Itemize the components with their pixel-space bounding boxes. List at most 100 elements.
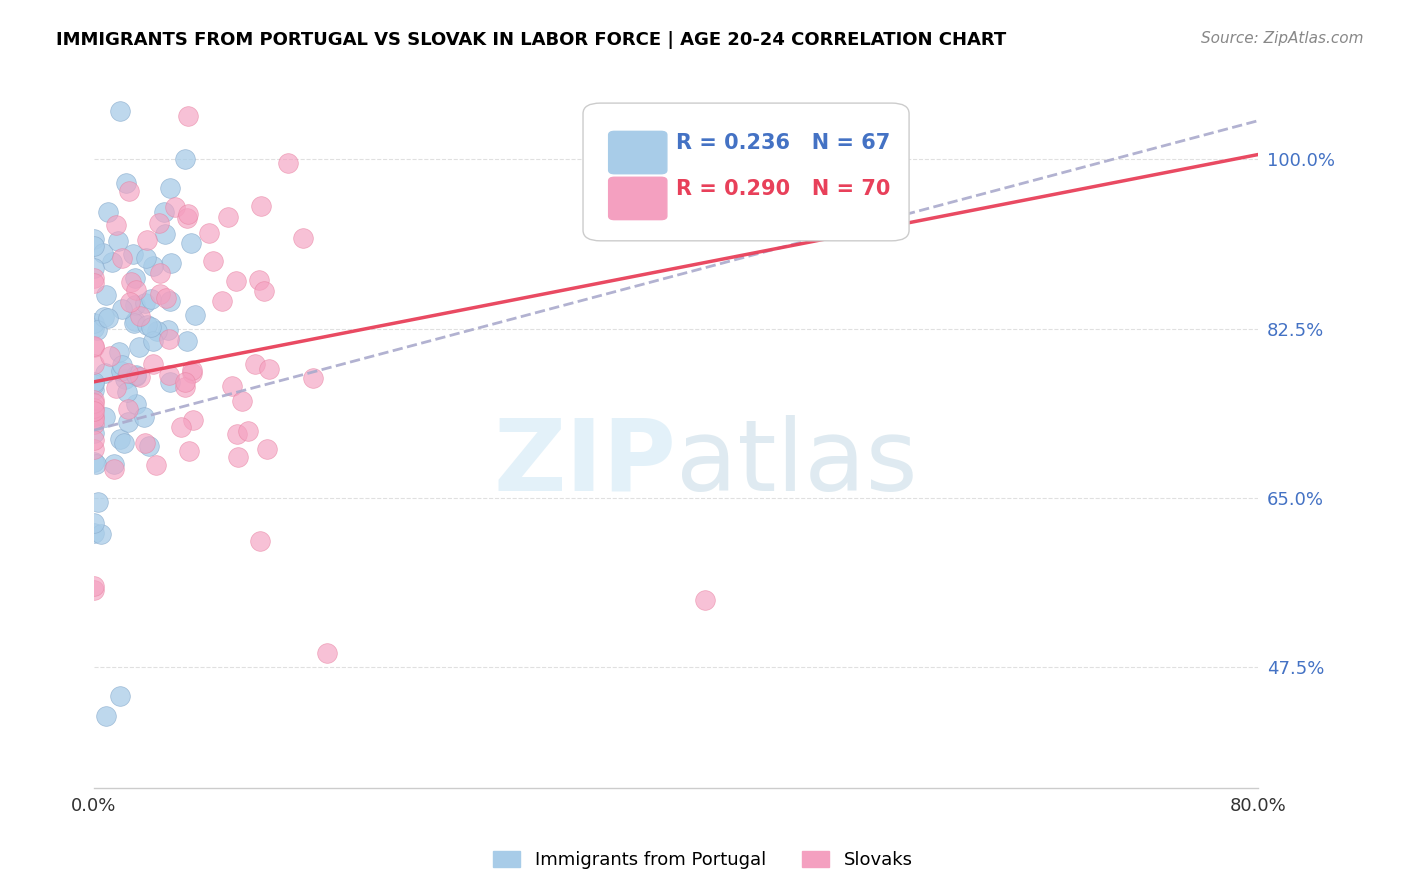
Point xyxy=(142,260,165,274)
Point xyxy=(93,366,115,380)
Point xyxy=(122,316,145,330)
Point xyxy=(202,254,225,268)
Point xyxy=(183,308,205,322)
Point xyxy=(83,579,105,593)
Point xyxy=(173,376,195,390)
Point xyxy=(173,380,195,394)
Point xyxy=(211,294,233,309)
Point xyxy=(83,583,105,598)
Point xyxy=(107,234,129,248)
Point xyxy=(153,227,176,242)
Point xyxy=(226,450,249,464)
Point xyxy=(83,417,105,431)
Point xyxy=(134,296,156,310)
Point xyxy=(98,349,121,363)
Point xyxy=(177,207,200,221)
Point xyxy=(139,292,162,306)
Point xyxy=(157,368,180,382)
Point xyxy=(226,426,249,441)
Point xyxy=(225,274,247,288)
Point xyxy=(180,235,202,250)
Point xyxy=(142,334,165,349)
Text: R = 0.236   N = 67: R = 0.236 N = 67 xyxy=(676,133,890,153)
Point xyxy=(83,232,105,246)
Point xyxy=(180,363,202,377)
Point xyxy=(121,246,143,260)
Point xyxy=(124,314,146,328)
Point xyxy=(134,436,156,450)
Point xyxy=(108,432,131,446)
Point xyxy=(120,275,142,289)
Point xyxy=(145,458,167,472)
FancyBboxPatch shape xyxy=(583,103,910,241)
Point xyxy=(94,287,117,301)
Point xyxy=(84,457,107,471)
Point xyxy=(159,375,181,389)
Point xyxy=(83,340,105,354)
Point xyxy=(83,276,105,290)
Point xyxy=(103,457,125,471)
Point xyxy=(83,409,105,424)
Point xyxy=(176,211,198,226)
Point xyxy=(83,261,105,276)
Point xyxy=(142,357,165,371)
Point xyxy=(198,226,221,240)
Text: atlas: atlas xyxy=(676,415,918,512)
Point xyxy=(83,396,105,410)
Point xyxy=(181,413,204,427)
Point xyxy=(157,332,180,346)
Point xyxy=(159,256,181,270)
Point xyxy=(136,318,159,332)
Point xyxy=(83,316,105,330)
Point xyxy=(83,442,105,456)
Point xyxy=(155,291,177,305)
Point xyxy=(695,592,717,607)
Point xyxy=(94,708,117,723)
FancyBboxPatch shape xyxy=(609,131,666,174)
Point xyxy=(117,366,139,380)
Point xyxy=(231,393,253,408)
Point xyxy=(111,251,134,265)
Point xyxy=(93,310,115,325)
Point xyxy=(135,233,157,247)
Point xyxy=(83,401,105,416)
Point xyxy=(146,324,169,338)
Point xyxy=(83,339,105,353)
Text: ZIP: ZIP xyxy=(494,415,676,512)
Point xyxy=(104,381,127,395)
FancyBboxPatch shape xyxy=(609,178,666,219)
Point xyxy=(94,410,117,425)
Point xyxy=(110,103,132,118)
Point xyxy=(259,361,281,376)
Point xyxy=(148,216,170,230)
Point xyxy=(108,690,131,704)
Text: Source: ZipAtlas.com: Source: ZipAtlas.com xyxy=(1201,31,1364,46)
Point xyxy=(83,376,105,391)
Point xyxy=(83,455,105,469)
Point xyxy=(118,294,141,309)
Point xyxy=(125,283,148,297)
Legend: Immigrants from Portugal, Slovaks: Immigrants from Portugal, Slovaks xyxy=(484,842,922,879)
Point xyxy=(108,345,131,359)
Point xyxy=(135,251,157,265)
Point xyxy=(217,210,239,224)
Point xyxy=(83,375,105,389)
Point xyxy=(97,205,120,219)
Point xyxy=(110,363,132,377)
Point xyxy=(292,231,315,245)
Point xyxy=(129,309,152,323)
Point xyxy=(125,397,148,411)
Point xyxy=(117,401,139,416)
Point xyxy=(236,424,259,438)
Point xyxy=(302,371,325,385)
Point xyxy=(125,368,148,383)
Point xyxy=(129,369,152,384)
Point xyxy=(118,184,141,198)
Point xyxy=(249,533,271,548)
Point xyxy=(256,442,278,456)
Point xyxy=(86,323,108,337)
Point xyxy=(83,434,105,448)
Point xyxy=(112,435,135,450)
Point xyxy=(83,404,105,418)
Point xyxy=(83,392,105,407)
